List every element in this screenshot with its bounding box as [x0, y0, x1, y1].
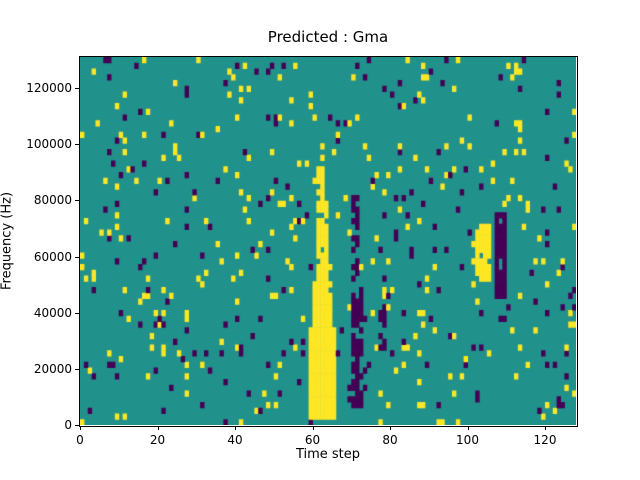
- x-axis-label: Time step: [295, 447, 361, 462]
- y-tick-mark: [75, 88, 79, 90]
- y-tick-mark: [75, 425, 79, 426]
- x-tick-mark: [467, 426, 469, 430]
- plot-area: [80, 57, 576, 425]
- x-tick-label: 60: [304, 433, 321, 447]
- y-tick-mark: [75, 312, 79, 314]
- x-tick-mark: [312, 426, 314, 430]
- y-tick-mark: [75, 256, 79, 258]
- x-tick-mark: [157, 426, 159, 430]
- x-tick-label: 20: [149, 433, 166, 447]
- y-tick-label: 40000: [33, 305, 72, 320]
- x-tick-mark: [545, 426, 546, 430]
- x-tick-mark: [390, 426, 391, 430]
- y-tick-label: 0: [64, 418, 72, 432]
- y-tick-mark: [75, 368, 79, 370]
- x-tick-mark: [80, 426, 81, 430]
- y-tick-mark: [75, 200, 79, 202]
- x-tick-label: 0: [76, 433, 84, 447]
- y-tick-mark: [75, 144, 79, 146]
- chart-title: Predicted : Gma: [267, 28, 389, 46]
- x-tick-mark: [235, 426, 236, 430]
- y-axis-label: Frequency (Hz): [0, 191, 15, 291]
- y-tick-label: 80000: [33, 193, 72, 208]
- x-tick-label: 120: [533, 433, 557, 447]
- x-tick-label: 100: [456, 433, 479, 447]
- x-tick-label: 40: [227, 433, 243, 447]
- heatmap-canvas: [80, 57, 576, 425]
- y-tick-label: 60000: [33, 249, 72, 264]
- y-tick-label: 20000: [33, 361, 72, 376]
- y-tick-label: 100000: [26, 137, 72, 152]
- y-tick-label: 120000: [26, 81, 72, 96]
- x-tick-label: 80: [382, 433, 398, 447]
